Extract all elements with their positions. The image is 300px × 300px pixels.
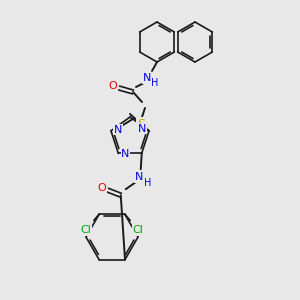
Text: Cl: Cl xyxy=(133,226,143,236)
Text: H: H xyxy=(144,178,152,188)
Text: N: N xyxy=(135,172,143,182)
Text: N: N xyxy=(143,73,151,83)
Text: Cl: Cl xyxy=(81,226,92,236)
Text: N: N xyxy=(114,125,122,135)
Text: O: O xyxy=(98,183,106,193)
Text: N: N xyxy=(121,149,129,159)
Text: S: S xyxy=(137,118,145,130)
Text: N: N xyxy=(138,124,146,134)
Text: O: O xyxy=(109,81,117,91)
Text: H: H xyxy=(151,78,159,88)
